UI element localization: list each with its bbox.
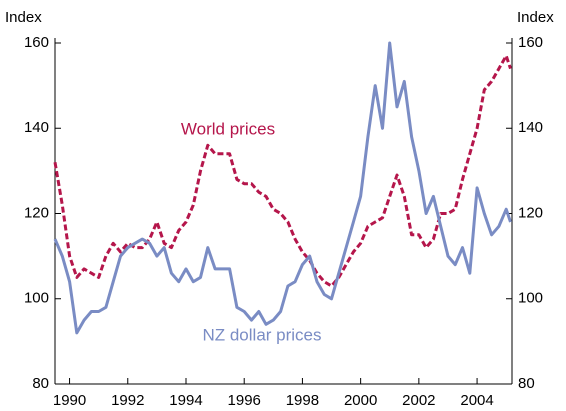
y-tick-label: 160: [24, 34, 49, 51]
y-tick-label: 140: [24, 119, 49, 136]
y-axis-label: Index: [5, 9, 42, 26]
series-label: World prices: [181, 119, 275, 138]
y2-tick-label: 120: [518, 204, 543, 221]
series-line: [53, 41, 512, 335]
x-tick-label: 2004: [460, 392, 493, 409]
x-tick-label: 1996: [228, 392, 261, 409]
x-tick-label: 2002: [402, 392, 435, 409]
x-tick-label: 1998: [286, 392, 319, 409]
x-tick-label: 1990: [53, 392, 86, 409]
y2-axis-label: Index: [517, 9, 554, 26]
series-label: NZ dollar prices: [202, 325, 321, 344]
y-tick-label: 80: [32, 375, 49, 392]
y-tick-label: 120: [24, 204, 49, 221]
x-tick-label: 1994: [169, 392, 202, 409]
y2-tick-label: 80: [518, 375, 535, 392]
y2-tick-label: 160: [518, 34, 543, 51]
x-tick-label: 2000: [344, 392, 377, 409]
y2-tick-label: 140: [518, 119, 543, 136]
x-tick-label: 1992: [111, 392, 144, 409]
y-tick-label: 100: [24, 290, 49, 307]
y2-tick-label: 100: [518, 290, 543, 307]
